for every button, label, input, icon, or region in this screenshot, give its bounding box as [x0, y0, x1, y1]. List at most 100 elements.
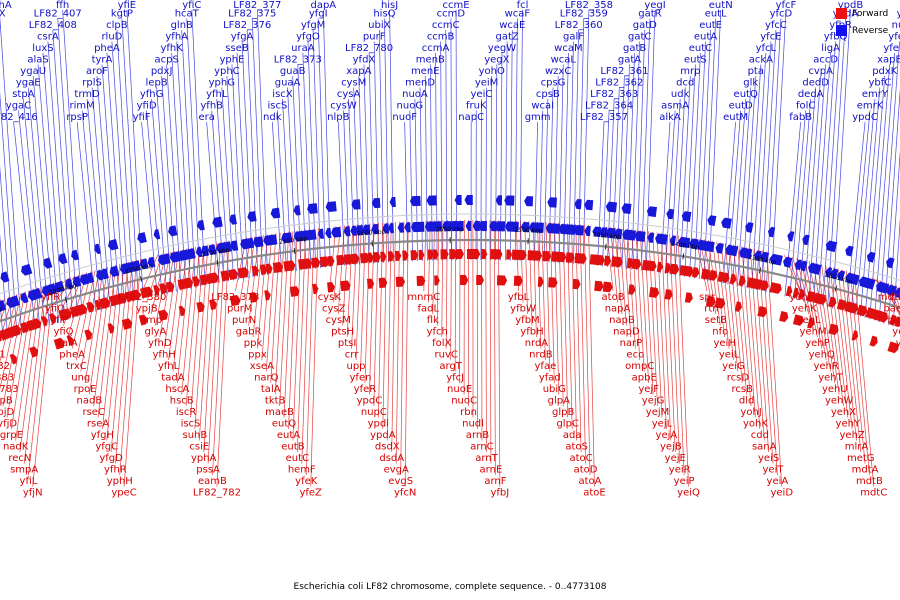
reverse-gene-label: cysM	[341, 78, 366, 89]
forward-gene-line	[808, 261, 827, 361]
reverse-gene-label: yohO	[479, 66, 505, 77]
forward-gene-label: yejE	[665, 453, 686, 464]
reverse-gene-line	[409, 110, 414, 262]
reverse-gene-arrow	[605, 227, 616, 239]
reverse-gene-label: nudK	[892, 20, 900, 31]
forward-gene-label: argT	[439, 361, 462, 372]
reverse-gene-arrow	[703, 240, 715, 253]
forward-gene-label: LF82_382	[0, 361, 10, 372]
reverse-gene-label: LF82_364	[585, 101, 633, 112]
reverse-gene-arrow	[495, 195, 503, 206]
reverse-gene-arrow	[744, 248, 753, 260]
reverse-gene-arrow	[478, 221, 487, 232]
forward-gene-label: yfhH	[153, 350, 176, 361]
forward-gene-arrow	[48, 313, 57, 324]
forward-gene-arrow	[158, 309, 169, 321]
forward-gene-line	[541, 221, 546, 361]
reverse-gene-arrow	[200, 245, 210, 257]
forward-gene-arrow	[305, 258, 313, 269]
forward-gene-label: yfgH	[91, 430, 114, 441]
reverse-gene-label: asmA	[661, 101, 689, 112]
reverse-gene-label: LF82_358	[565, 0, 613, 11]
reverse-gene-arrow	[362, 224, 371, 235]
reverse-gene-arrow	[139, 258, 149, 270]
forward-gene-label: yohJ	[740, 407, 761, 418]
forward-gene-arrow	[32, 318, 41, 330]
forward-gene-arrow	[251, 265, 259, 277]
forward-gene-arrow	[752, 278, 764, 290]
reverse-gene-line	[52, 29, 74, 319]
scale-tick	[64, 296, 68, 303]
forward-gene-label: yegQ	[896, 338, 900, 349]
reverse-gene-label: menB	[416, 55, 445, 66]
reverse-gene-label: gatA	[618, 55, 641, 66]
forward-gene-label: flk	[427, 315, 439, 326]
reverse-gene-label: pdxJ	[151, 66, 173, 77]
reverse-gene-line	[490, 75, 493, 261]
reverse-gene-arrow	[837, 270, 846, 282]
reverse-gene-line	[343, 110, 350, 266]
forward-gene-arrow	[228, 269, 239, 280]
reverse-gene-arrow	[584, 199, 594, 211]
forward-gene-line	[833, 267, 853, 430]
forward-gene-label: mlrA	[845, 442, 869, 453]
forward-gene-label: yehK	[792, 304, 817, 315]
reverse-gene-line	[504, 41, 508, 261]
forward-gene-arrow	[372, 252, 381, 263]
forward-gene-arrow	[183, 277, 194, 289]
reverse-gene-label: ccmB	[427, 32, 455, 43]
reverse-gene-label: gatD	[633, 20, 657, 31]
reverse-gene-arrow	[849, 273, 860, 286]
reverse-gene-arrow	[599, 227, 608, 238]
forward-gene-line	[84, 268, 104, 384]
forward-gene-arrow	[366, 278, 375, 289]
forward-gene-arrow	[684, 292, 693, 303]
forward-gene-arrow	[631, 258, 642, 270]
reverse-gene-label: eutN	[709, 0, 733, 11]
forward-gene-line	[373, 222, 379, 407]
forward-gene-arrow	[229, 295, 241, 307]
forward-gene-label: arnE	[480, 465, 503, 476]
forward-gene-arrow	[513, 275, 523, 286]
forward-gene-arrow	[649, 286, 660, 298]
reverse-gene-line	[106, 52, 125, 305]
forward-gene-label: yehM	[800, 327, 827, 338]
forward-gene-arrow	[209, 299, 217, 310]
forward-gene-line	[766, 251, 783, 487]
reverse-gene-line	[440, 41, 443, 261]
reverse-gene-arrow	[247, 211, 257, 222]
reverse-gene-arrow	[830, 268, 839, 280]
forward-gene-label: raiA	[58, 338, 78, 349]
forward-gene-arrow	[449, 249, 457, 260]
forward-gene-arrow	[705, 295, 716, 307]
forward-gene-label: yfbH	[520, 327, 543, 338]
forward-gene-arrow	[9, 353, 17, 365]
reverse-gene-arrow	[270, 207, 281, 219]
forward-gene-arrow	[107, 323, 115, 334]
reverse-gene-line	[419, 87, 423, 261]
forward-gene-label: yfhD	[148, 338, 172, 349]
reverse-gene-label: fruK	[466, 101, 487, 112]
forward-gene-line	[243, 236, 256, 315]
forward-gene-label: rpoE	[74, 384, 97, 395]
reverse-gene-arrow	[212, 216, 223, 228]
reverse-gene-arrow	[168, 225, 178, 237]
reverse-gene-arrow	[627, 230, 636, 241]
forward-gene-line	[181, 246, 196, 395]
forward-gene-label: purM	[227, 304, 252, 315]
reverse-gene-line	[602, 110, 610, 267]
reverse-gene-label: yegW	[488, 43, 516, 54]
forward-gene-arrow	[159, 283, 168, 294]
scale-tick	[140, 276, 143, 283]
reverse-gene-arrow	[658, 234, 668, 245]
forward-gene-arrow	[481, 249, 488, 260]
forward-gene-label: yehY	[836, 419, 861, 430]
forward-gene-arrow	[29, 346, 39, 358]
forward-gene-arrow	[865, 307, 877, 319]
forward-gene-label: LF82_397	[0, 338, 2, 349]
reverse-gene-line	[0, 296, 4, 342]
reverse-gene-arrow	[772, 254, 783, 266]
reverse-gene-label: LF82_780	[345, 43, 393, 54]
forward-gene-label: folX	[432, 338, 451, 349]
forward-gene-arrow	[340, 280, 351, 292]
